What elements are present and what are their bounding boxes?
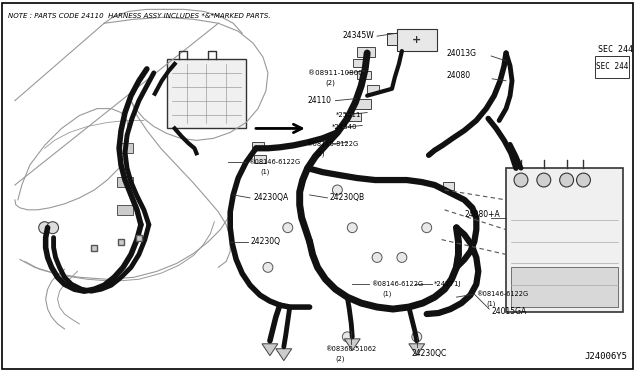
Text: 24345W: 24345W <box>342 31 374 40</box>
Text: 24110: 24110 <box>308 96 332 105</box>
Text: 24230QC: 24230QC <box>412 349 447 358</box>
Circle shape <box>537 173 551 187</box>
Bar <box>397 29 436 51</box>
Text: +: + <box>412 35 421 45</box>
Circle shape <box>263 262 273 272</box>
Bar <box>387 33 397 45</box>
Circle shape <box>577 173 591 187</box>
Bar <box>511 267 618 307</box>
Circle shape <box>422 223 431 232</box>
Bar <box>443 182 454 190</box>
Text: (1): (1) <box>382 291 392 297</box>
Bar <box>166 59 246 128</box>
Circle shape <box>38 222 51 234</box>
Circle shape <box>397 253 407 262</box>
Bar <box>367 85 379 93</box>
Bar <box>117 177 133 187</box>
Polygon shape <box>276 349 292 360</box>
Text: 24080: 24080 <box>447 71 470 80</box>
Circle shape <box>559 173 573 187</box>
Bar <box>117 205 133 215</box>
Text: *25411: *25411 <box>335 112 361 118</box>
Circle shape <box>342 332 352 342</box>
Bar <box>506 168 623 312</box>
Polygon shape <box>344 339 360 351</box>
Text: SEC 244: SEC 244 <box>596 62 628 71</box>
Bar <box>254 155 266 163</box>
Text: 24230Q: 24230Q <box>250 237 280 246</box>
Text: ®08911-10800: ®08911-10800 <box>308 70 362 76</box>
Text: 24080+A: 24080+A <box>465 210 500 219</box>
Circle shape <box>47 222 58 234</box>
Circle shape <box>332 185 342 195</box>
Text: 24230QA: 24230QA <box>253 193 288 202</box>
Text: 24015GA: 24015GA <box>492 307 527 315</box>
Polygon shape <box>409 344 425 356</box>
Text: SEC 244: SEC 244 <box>598 45 634 54</box>
Bar <box>357 71 371 79</box>
Text: (2): (2) <box>316 151 325 157</box>
Circle shape <box>412 332 422 342</box>
Bar <box>595 56 629 78</box>
Text: (1): (1) <box>486 301 495 307</box>
Text: *24340: *24340 <box>332 125 357 131</box>
Text: J24006Y5: J24006Y5 <box>584 352 627 360</box>
Text: (2): (2) <box>335 355 345 362</box>
Text: ®08146-6122G: ®08146-6122G <box>248 159 300 165</box>
Bar <box>252 142 264 150</box>
Text: (2): (2) <box>326 80 335 86</box>
Text: *24271J: *24271J <box>434 281 461 287</box>
Bar <box>346 113 361 121</box>
Circle shape <box>283 223 292 232</box>
Text: NOTE : PARTS CODE 24110  HARNESS ASSY INCLUDES *&*MARKED PARTS.: NOTE : PARTS CODE 24110 HARNESS ASSY INC… <box>8 13 271 19</box>
Bar <box>117 143 133 153</box>
Text: ®08146-8122G: ®08146-8122G <box>306 141 358 147</box>
Bar <box>353 99 371 109</box>
Circle shape <box>372 253 382 262</box>
Polygon shape <box>262 344 278 356</box>
Text: 24013G: 24013G <box>447 48 477 58</box>
Bar <box>353 59 367 67</box>
Circle shape <box>514 173 528 187</box>
Circle shape <box>348 223 357 232</box>
Text: ®08146-6122G: ®08146-6122G <box>476 291 529 297</box>
Text: ®08146-6122G: ®08146-6122G <box>371 281 423 287</box>
Text: (1): (1) <box>260 169 269 175</box>
Text: 24230QB: 24230QB <box>330 193 365 202</box>
Text: ®08360-51062: ®08360-51062 <box>326 346 377 352</box>
Bar <box>357 47 375 57</box>
